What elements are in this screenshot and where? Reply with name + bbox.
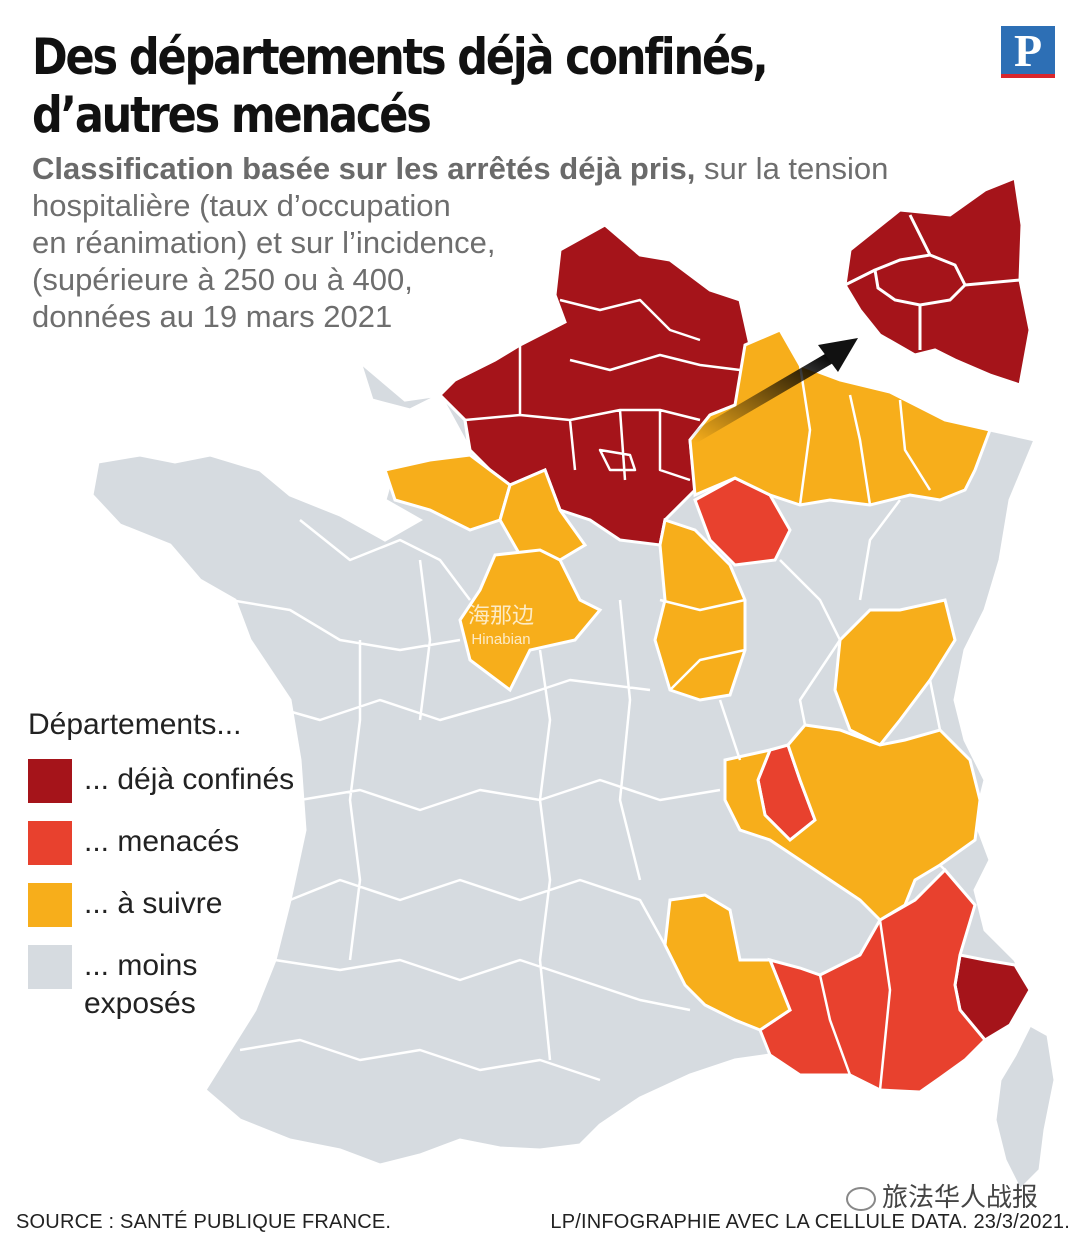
source-note: SOURCE : SANTÉ PUBLIQUE FRANCE. [16,1211,392,1233]
legend-swatch-threatened [28,821,72,865]
page-title: Des départements déjà confinés, d’autres… [32,28,806,144]
legend-item-watch: ... à suivre [28,883,241,945]
gard-vaucluse-watch [663,893,792,1032]
subtitle-line-3: en réanimation) et sur l’incidence, [32,225,496,260]
title-line-2: d’autres menacés [32,86,432,144]
credit-note: LP/INFOGRAPHIE AVEC LA CELLULE DATA. 23/… [550,1211,1070,1233]
paris-inset-confined [843,175,1032,387]
subtitle: Classification basée sur les arrêtés déj… [32,150,932,335]
inset-arrow [686,349,839,446]
center-watermark: 海那边 Hinabian [468,604,534,652]
legend-swatch-watch [28,883,72,927]
subtitle-line-2: hospitalière (taux d’occupation [32,188,451,223]
department-borders [229,298,946,1091]
center-watermark-cn: 海那边 [468,603,535,628]
rhone-alpes-watch [723,723,982,922]
center-watermark-en: Hinabian [471,631,531,648]
subtitle-bold: Classification basée sur les arrêtés déj… [32,151,696,186]
inset-arrow-head [818,338,858,372]
paris-inset-borders [844,214,1021,350]
east-watch-zone [688,328,993,507]
legend-title: Départements... [28,708,242,741]
legend-label-threatened: ... menacés [84,825,240,858]
legend-label-watch: ... à suivre [84,887,223,920]
legend-item-threatened: ... menacés [28,821,241,883]
le-parisien-logo: P [1001,26,1055,78]
watermark-text: 旅法华人战报 [882,1182,1039,1212]
legend-label-less: ... moins exposés [84,949,198,1020]
legend-swatch-confined [28,759,72,803]
subtitle-line-4: (supérieure à 250 ou à 400, [32,262,413,297]
north-confined-zone [437,223,752,547]
title-line-1: Des départements déjà confinés, [32,28,769,86]
subtitle-rest: sur la tension [695,151,889,186]
legend-item-confined: ... déjà confinés [28,759,294,821]
eure-et-loir-watch [498,468,588,562]
wechat-icon [846,1187,876,1212]
legend-item-less: ... moins exposés [28,945,241,1020]
legend-label-confined: ... déjà confinés [84,763,295,796]
wechat-watermark: 旅法华人战报 [846,1177,1038,1214]
legend-swatch-less [28,945,72,989]
south-east-threatened [758,867,988,1094]
loir-et-cher-watch [458,548,603,693]
subtitle-line-5: données au 19 mars 2021 [32,299,393,334]
corsica [993,1022,1057,1193]
legend: Départements... ... déjà confinés ... me… [28,705,294,1020]
